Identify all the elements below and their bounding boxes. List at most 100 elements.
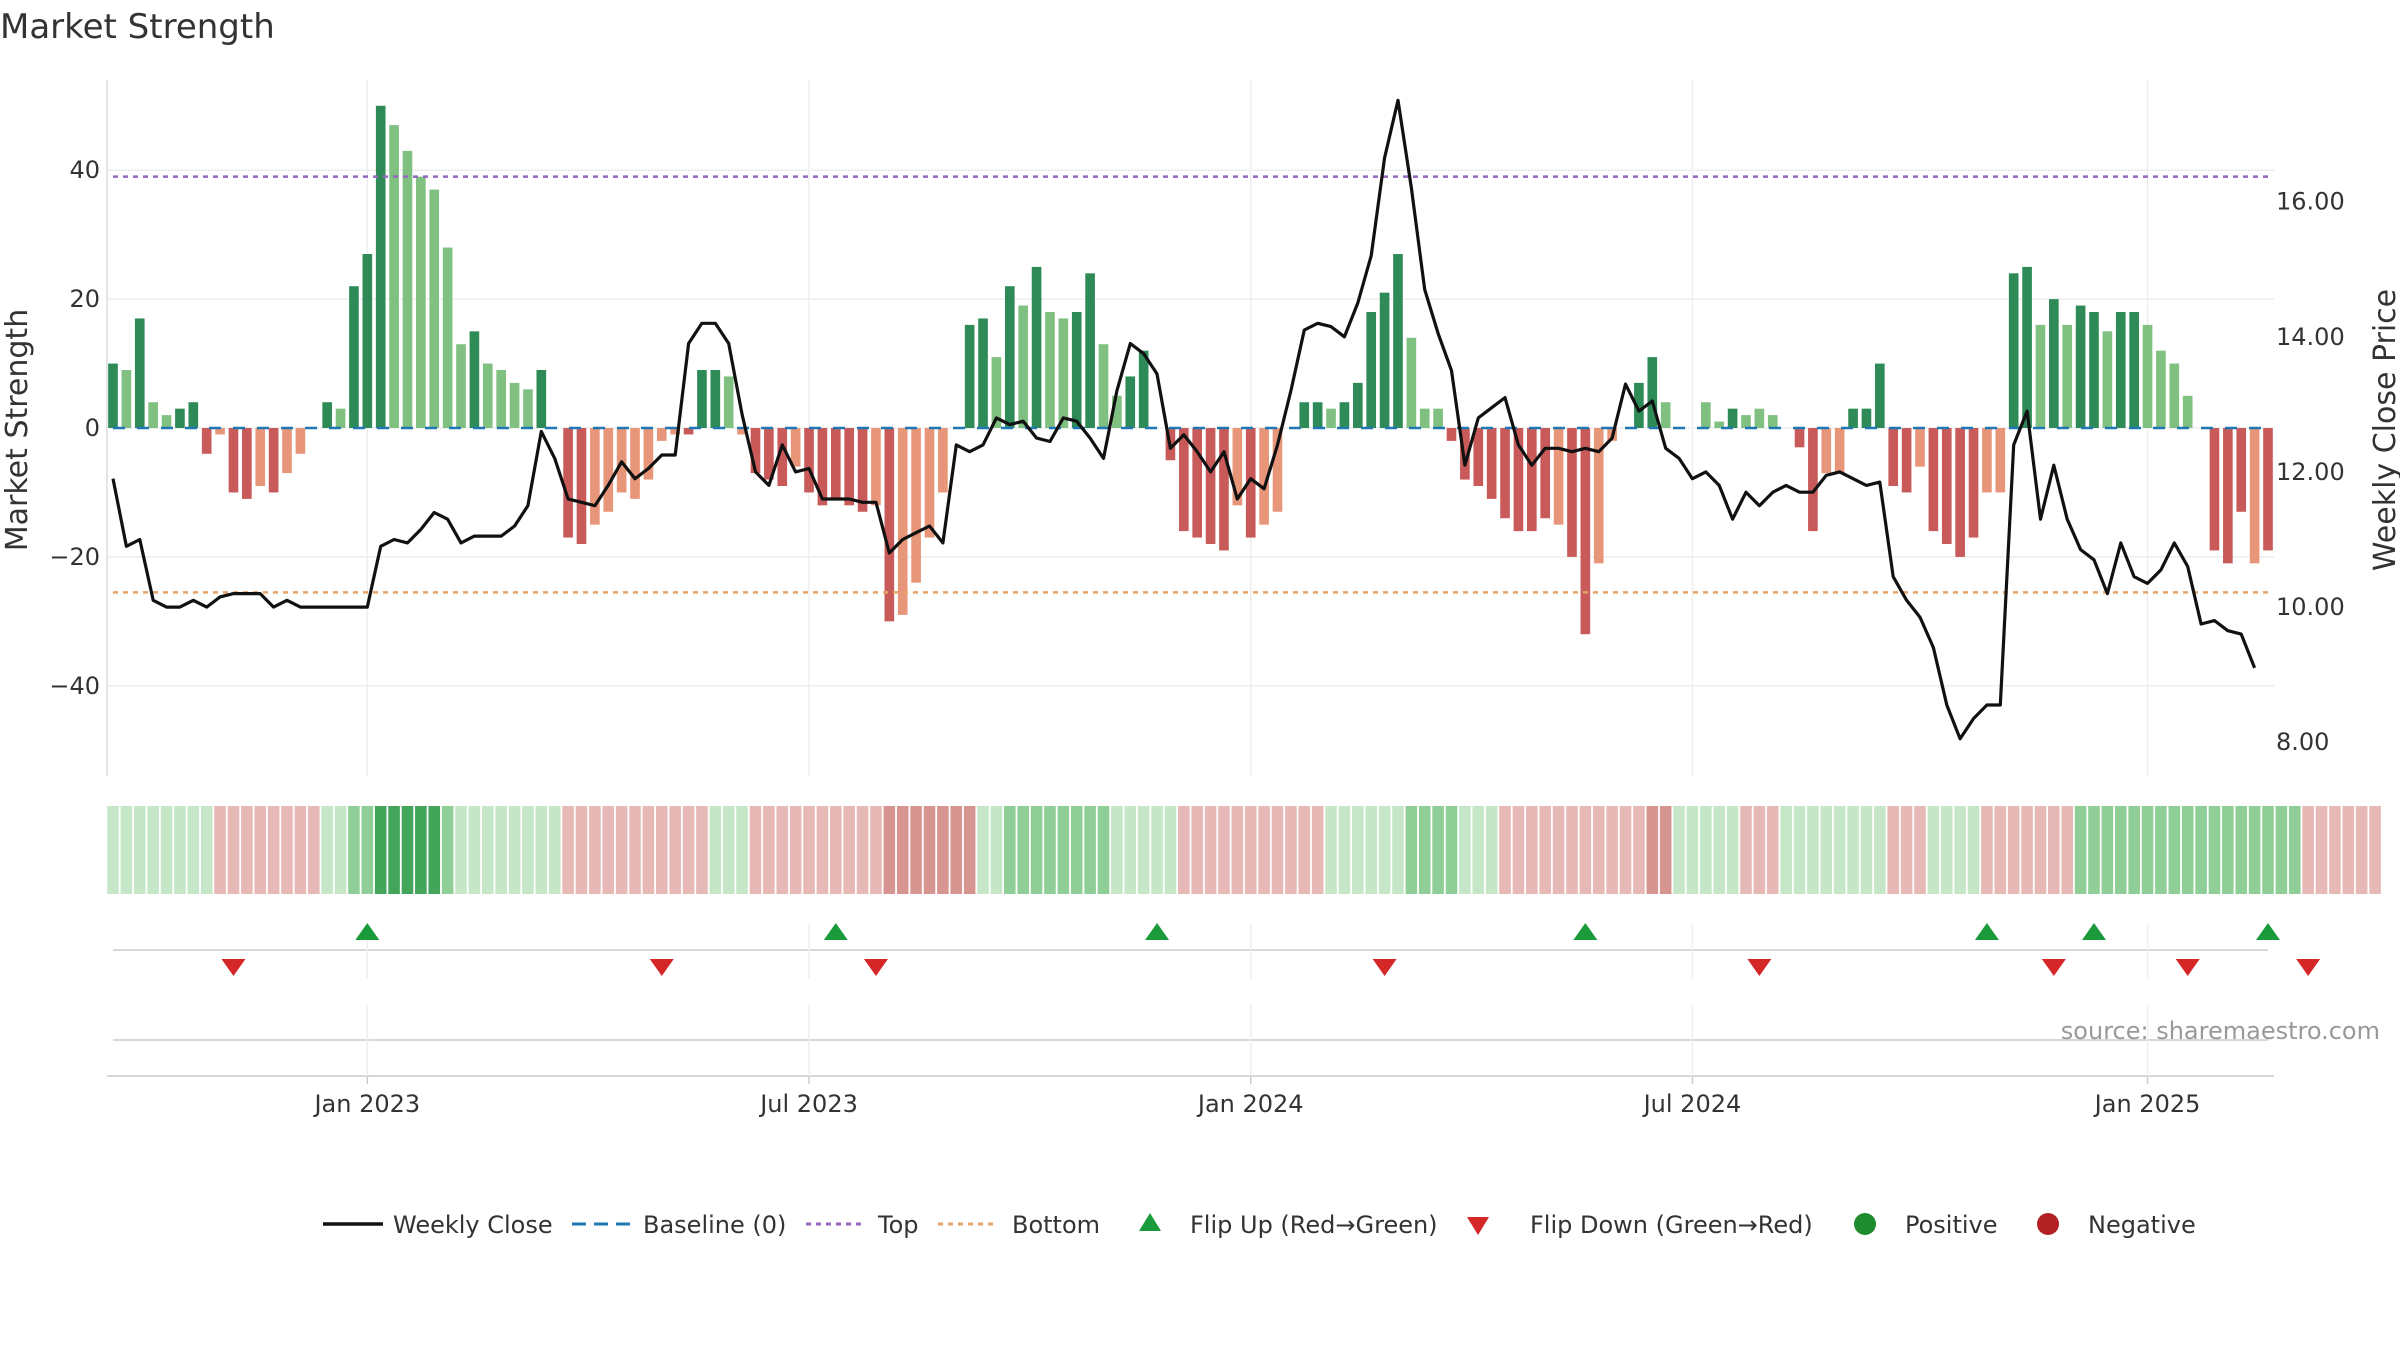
strength-bar [416,176,426,428]
heat-cell [1218,806,1230,894]
strength-bar [1339,402,1350,428]
heat-cell [1084,806,1096,894]
heat-cell [562,806,574,894]
heat-cell [749,806,762,894]
heat-cell [1914,806,1926,894]
heat-cell [1552,806,1565,894]
heat-cell [1258,806,1270,894]
heat-cell [1178,806,1190,894]
heat-cell [1432,806,1444,894]
strength-bar [2115,312,2126,428]
right-tick-label: 16.00 [2276,188,2345,216]
strength-bar [509,382,520,428]
strength-bar [456,344,466,428]
heat-cell [1231,806,1244,894]
strength-bar [1058,318,1069,428]
strength-bar [268,428,279,493]
strength-bar [282,428,292,474]
heat-cell [803,806,815,894]
heat-cell [1833,806,1846,894]
heat-cell [468,806,481,894]
strength-bar [563,428,573,538]
strength-bar [1540,428,1551,519]
strength-bar [1232,428,1243,506]
strength-bar [1178,428,1189,532]
strength-bar [777,428,788,486]
heat-cell [2208,806,2221,894]
heat-cell [361,806,374,894]
heat-cell [830,806,842,894]
heat-cell [133,806,146,894]
heat-cell [2342,806,2355,894]
heat-cell [214,806,226,894]
heat-cell [1124,806,1137,894]
strength-bar [349,286,359,428]
strength-bars [108,105,2273,635]
strength-bar [1968,428,1979,538]
strength-bar [924,428,935,538]
strength-bar [1393,254,1403,428]
strength-bar [2089,312,2099,428]
x-tick-label: Jul 2023 [758,1090,858,1118]
strength-bar [1045,312,1055,428]
heat-cell [1619,806,1632,894]
heat-cell [2288,806,2301,894]
strength-bar [804,428,814,493]
heat-cell [1700,806,1712,894]
heat-cell [1204,806,1217,894]
heat-cell [1285,806,1297,894]
legend-label-flip-up: Flip Up (Red→Green) [1190,1211,1438,1239]
strength-bar [335,408,346,428]
heat-cell [2195,806,2207,894]
heat-cell [2074,806,2087,894]
heat-cell [2141,806,2154,894]
strength-bar [1446,428,1457,441]
heat-cell [522,806,534,894]
heat-cell [1057,806,1070,894]
strength-bar [590,428,600,525]
strength-bar [1406,337,1417,428]
strength-bar [536,370,547,428]
right-axis-ticks: 16.00 14.00 12.00 10.00 8.00 [2276,188,2345,757]
strength-bar [1031,266,1042,428]
strength-bar [1352,382,1363,428]
heat-cell [2275,806,2288,894]
strength-bar [322,402,332,428]
strength-bar [108,363,118,428]
flip-down-marker [1747,959,1772,976]
heat-cell [481,806,494,894]
strength-bar [1714,421,1725,428]
strength-bar [1821,428,1832,474]
heat-cell [1097,806,1110,894]
heat-cell [2302,806,2314,894]
heat-cell [1793,806,1806,894]
strength-bar [2062,324,2073,428]
heat-cell [200,806,213,894]
strength-bar [188,402,199,428]
heat-cell [2329,806,2341,894]
heat-cell [1592,806,1605,894]
left-tick-label: 20 [69,285,100,313]
strength-bar [1955,428,1965,557]
heat-cell [896,806,909,894]
heat-cell [1954,806,1966,894]
dot-panel [107,1005,2274,1077]
strength-bar [1299,402,1310,428]
strength-bar [1915,428,1925,467]
strength-bar [1794,428,1805,448]
right-tick-label: 12.00 [2276,458,2345,486]
heat-cell [495,806,507,894]
strength-bar [857,428,868,512]
heat-cell [1900,806,1913,894]
strength-bar [362,254,373,428]
strength-bar [1901,428,1912,493]
strength-bar [1272,428,1283,512]
heat-cell [1927,806,1940,894]
legend-label-baseline: Baseline (0) [643,1211,786,1239]
heat-cell [696,806,708,894]
heat-cell [2048,806,2060,894]
heat-cell [963,806,976,894]
heat-cell [736,806,748,894]
legend-label-negative: Negative [2088,1211,2196,1239]
strength-bar [2182,395,2193,428]
